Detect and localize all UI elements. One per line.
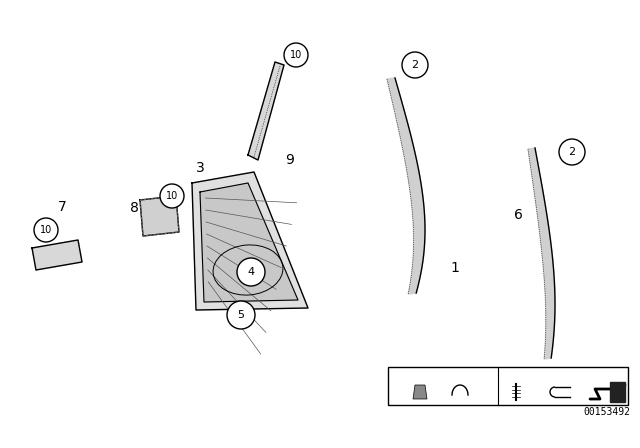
- Text: 2: 2: [568, 147, 575, 157]
- Text: 6: 6: [513, 208, 522, 222]
- Text: 10: 10: [290, 50, 302, 60]
- Text: 8: 8: [129, 201, 138, 215]
- Text: 2: 2: [548, 371, 555, 381]
- Polygon shape: [528, 148, 555, 359]
- Bar: [388, 367, 628, 405]
- Circle shape: [227, 301, 255, 329]
- Text: 2: 2: [412, 60, 419, 70]
- Text: 4: 4: [508, 371, 515, 381]
- Text: 3: 3: [196, 161, 204, 175]
- Circle shape: [34, 218, 58, 242]
- Text: 5: 5: [450, 371, 457, 381]
- Text: 5: 5: [237, 310, 244, 320]
- Text: 10: 10: [398, 371, 412, 381]
- Circle shape: [237, 258, 265, 286]
- Polygon shape: [248, 62, 284, 160]
- Text: 10: 10: [166, 191, 178, 201]
- Text: 00153492: 00153492: [583, 407, 630, 417]
- Polygon shape: [387, 78, 425, 294]
- Text: 9: 9: [285, 153, 294, 167]
- Text: 4: 4: [248, 267, 255, 277]
- Circle shape: [160, 184, 184, 208]
- Circle shape: [284, 43, 308, 67]
- Text: 10: 10: [40, 225, 52, 235]
- Polygon shape: [140, 196, 179, 236]
- Text: 7: 7: [58, 200, 67, 214]
- Circle shape: [402, 52, 428, 78]
- Polygon shape: [200, 183, 298, 302]
- Circle shape: [559, 139, 585, 165]
- Polygon shape: [610, 382, 625, 402]
- Polygon shape: [413, 385, 427, 399]
- Polygon shape: [192, 172, 308, 310]
- Text: 1: 1: [451, 261, 460, 275]
- Polygon shape: [32, 240, 82, 270]
